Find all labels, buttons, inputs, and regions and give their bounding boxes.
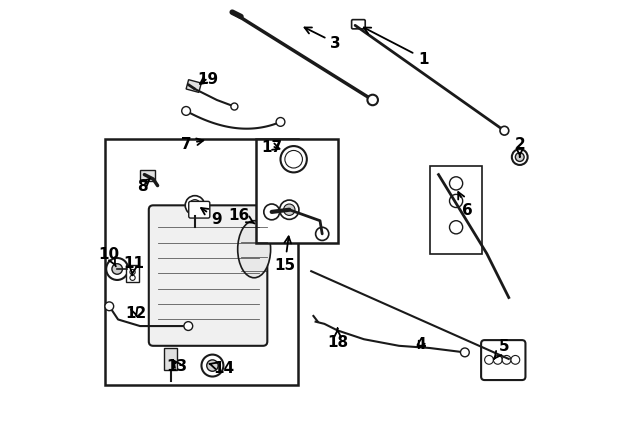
Text: 16: 16 <box>228 207 255 224</box>
Circle shape <box>515 153 524 162</box>
Text: 5: 5 <box>494 339 509 359</box>
Circle shape <box>285 151 303 169</box>
Circle shape <box>231 104 238 111</box>
Bar <box>105 140 298 385</box>
Circle shape <box>280 147 307 173</box>
Text: 6: 6 <box>458 193 472 218</box>
Bar <box>164 348 177 370</box>
Text: 10: 10 <box>99 247 120 267</box>
Circle shape <box>512 150 527 166</box>
Circle shape <box>484 356 493 364</box>
Text: 2: 2 <box>515 137 525 158</box>
Text: 15: 15 <box>275 237 296 272</box>
Circle shape <box>511 356 520 364</box>
Circle shape <box>207 360 218 371</box>
Circle shape <box>112 264 122 275</box>
Circle shape <box>264 205 280 220</box>
Circle shape <box>316 228 329 241</box>
Circle shape <box>184 322 193 331</box>
Text: 11: 11 <box>123 255 144 276</box>
Circle shape <box>461 348 469 357</box>
Text: 14: 14 <box>209 360 234 375</box>
Bar <box>140 171 156 182</box>
Circle shape <box>130 276 135 281</box>
Text: 7: 7 <box>180 137 204 152</box>
Circle shape <box>182 107 191 116</box>
Text: 12: 12 <box>125 306 147 321</box>
Bar <box>126 265 139 283</box>
Circle shape <box>367 95 378 106</box>
Circle shape <box>130 270 135 275</box>
Circle shape <box>202 355 223 377</box>
FancyBboxPatch shape <box>189 202 210 219</box>
Text: 9: 9 <box>201 208 222 226</box>
Bar <box>429 166 483 254</box>
Circle shape <box>276 118 285 127</box>
Circle shape <box>449 177 463 191</box>
Text: 4: 4 <box>415 336 426 351</box>
Circle shape <box>502 356 511 364</box>
Circle shape <box>284 205 295 216</box>
Text: 3: 3 <box>305 28 340 51</box>
Text: 13: 13 <box>167 358 188 373</box>
Circle shape <box>105 302 114 311</box>
Circle shape <box>493 356 502 364</box>
Circle shape <box>106 258 128 280</box>
Circle shape <box>189 200 200 212</box>
Bar <box>186 81 202 93</box>
Bar <box>257 140 337 243</box>
Circle shape <box>449 221 463 234</box>
FancyBboxPatch shape <box>351 21 365 30</box>
Circle shape <box>449 195 463 208</box>
Circle shape <box>500 127 509 136</box>
Text: 18: 18 <box>327 328 348 349</box>
Circle shape <box>185 196 205 215</box>
FancyBboxPatch shape <box>481 340 525 380</box>
Text: 8: 8 <box>137 179 150 194</box>
Circle shape <box>280 201 299 220</box>
FancyBboxPatch shape <box>148 206 268 346</box>
Text: 1: 1 <box>364 28 428 67</box>
Ellipse shape <box>237 221 271 278</box>
Text: 19: 19 <box>198 71 219 86</box>
Text: 17: 17 <box>261 139 282 154</box>
